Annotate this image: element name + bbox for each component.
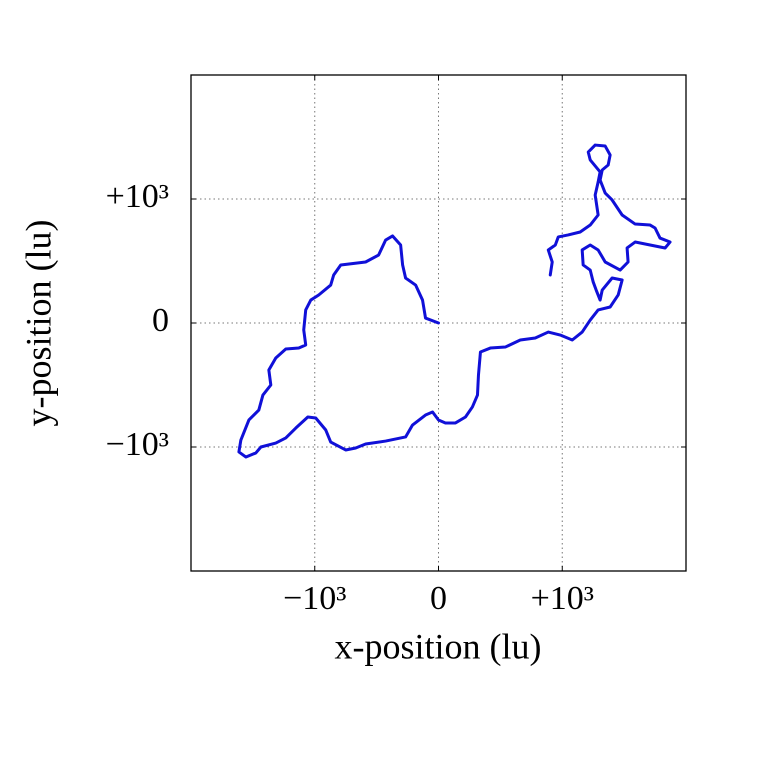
plot-frame xyxy=(190,74,687,572)
x-tick-label: +10³ xyxy=(531,580,594,617)
y-tick-label: +10³ xyxy=(106,178,169,215)
x-tick-label: −10³ xyxy=(283,580,346,617)
y-tick-label: −10³ xyxy=(106,426,169,463)
x-axis-label: x-position (lu) xyxy=(335,626,542,666)
x-tick-label: 0 xyxy=(430,580,447,617)
data-line xyxy=(237,143,672,459)
y-axis-label: y-position (lu) xyxy=(18,220,58,427)
y-tick-label: 0 xyxy=(152,302,169,339)
